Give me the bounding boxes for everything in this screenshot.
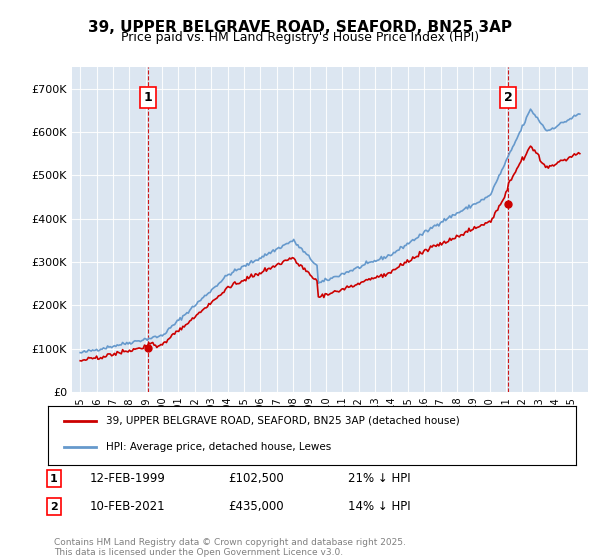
Text: 21% ↓ HPI: 21% ↓ HPI (348, 472, 410, 486)
Text: £102,500: £102,500 (228, 472, 284, 486)
Text: 39, UPPER BELGRAVE ROAD, SEAFORD, BN25 3AP (detached house): 39, UPPER BELGRAVE ROAD, SEAFORD, BN25 3… (106, 416, 460, 426)
Text: 2: 2 (503, 91, 512, 104)
Text: HPI: Average price, detached house, Lewes: HPI: Average price, detached house, Lewe… (106, 442, 331, 452)
Text: 1: 1 (143, 91, 152, 104)
Text: Price paid vs. HM Land Registry's House Price Index (HPI): Price paid vs. HM Land Registry's House … (121, 31, 479, 44)
Text: 39, UPPER BELGRAVE ROAD, SEAFORD, BN25 3AP: 39, UPPER BELGRAVE ROAD, SEAFORD, BN25 3… (88, 20, 512, 35)
Text: 12-FEB-1999: 12-FEB-1999 (90, 472, 166, 486)
Text: 2: 2 (50, 502, 58, 512)
Text: 1: 1 (50, 474, 58, 484)
Text: £435,000: £435,000 (228, 500, 284, 514)
Text: 14% ↓ HPI: 14% ↓ HPI (348, 500, 410, 514)
Text: 10-FEB-2021: 10-FEB-2021 (90, 500, 166, 514)
Text: Contains HM Land Registry data © Crown copyright and database right 2025.
This d: Contains HM Land Registry data © Crown c… (54, 538, 406, 557)
